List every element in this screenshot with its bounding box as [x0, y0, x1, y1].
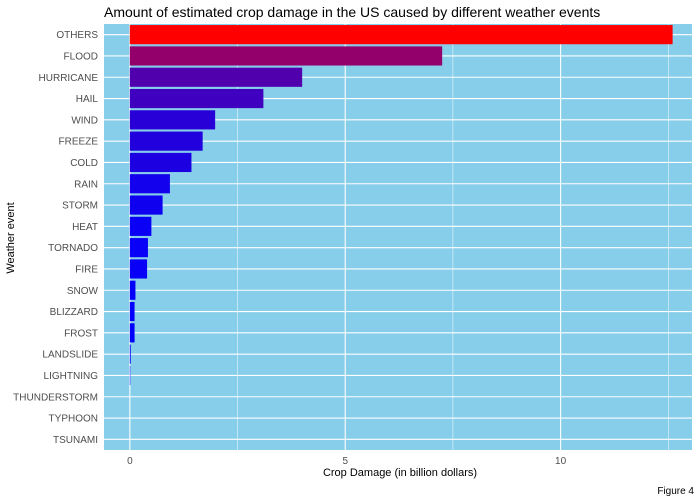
bar-tornado — [129, 238, 148, 258]
bar-rain — [129, 174, 170, 194]
chart-title: Amount of estimated crop damage in the U… — [104, 4, 600, 20]
bar-cold — [129, 152, 192, 173]
y-tick-label: SNOW — [67, 286, 99, 297]
y-tick-label: STORM — [62, 201, 98, 212]
bar-blizzard — [129, 301, 135, 322]
y-tick-label: TYPHOON — [49, 414, 98, 425]
bar-snow — [129, 280, 136, 300]
y-tick-label: FIRE — [75, 264, 98, 275]
y-tick-label: HEAT — [72, 222, 98, 233]
bar-landslide — [129, 344, 131, 364]
y-tick-label: BLIZZARD — [50, 307, 98, 318]
y-tick-label: WIND — [71, 115, 98, 126]
x-tick-label: 0 — [127, 456, 133, 467]
y-tick-label: TSUNAMI — [53, 435, 98, 446]
bar-flood — [129, 46, 443, 66]
y-tick-labels: OTHERS FLOOD HURRICANE HAIL WIND FREEZE COLD RA… — [13, 30, 98, 446]
y-tick-label: LIGHTNING — [44, 371, 99, 382]
y-tick-label: OTHERS — [56, 30, 98, 41]
y-tick-label: COLD — [70, 158, 98, 169]
bar-freeze — [129, 131, 203, 151]
x-tick-label: 10 — [555, 456, 567, 467]
x-tick-labels: 0 5 10 — [127, 456, 567, 467]
y-tick-label: THUNDERSTORM — [13, 392, 98, 403]
y-tick-label: HURRICANE — [39, 73, 99, 84]
y-tick-label: TORNADO — [48, 243, 98, 254]
bar-wind — [129, 110, 216, 130]
plot-panel — [104, 24, 692, 450]
y-tick-label: HAIL — [76, 94, 99, 105]
x-tick-label: 5 — [342, 456, 348, 467]
bar-hurricane — [129, 67, 303, 87]
y-tick-label: FROST — [64, 328, 98, 339]
y-tick-label: RAIN — [74, 179, 98, 190]
y-axis-title: Weather event — [5, 202, 17, 273]
bar-others — [129, 25, 673, 45]
x-axis-title: Crop Damage (in billion dollars) — [323, 467, 477, 479]
bar-hail — [129, 88, 264, 109]
bar-storm — [129, 195, 163, 215]
bar-frost — [129, 323, 135, 343]
y-tick-label: FREEZE — [59, 137, 99, 148]
figure-caption: Figure 4 — [657, 486, 694, 497]
bars — [129, 25, 673, 386]
bar-heat — [129, 216, 152, 236]
y-tick-label: FLOOD — [64, 51, 98, 62]
y-tick-label: LANDSLIDE — [42, 350, 98, 361]
bar-fire — [129, 259, 148, 279]
